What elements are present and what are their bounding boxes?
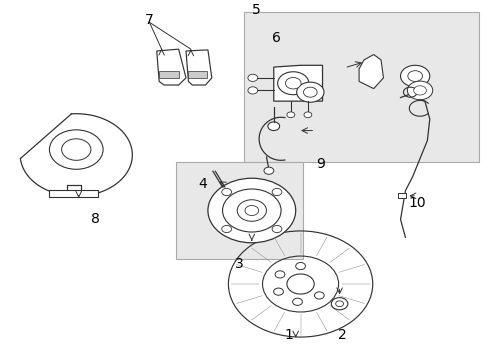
Polygon shape (273, 65, 322, 101)
Text: 4: 4 (198, 177, 207, 191)
Text: 6: 6 (271, 31, 280, 45)
Circle shape (277, 72, 308, 95)
Circle shape (400, 65, 429, 87)
Circle shape (222, 225, 231, 233)
Circle shape (207, 178, 295, 243)
Circle shape (247, 87, 257, 94)
Text: 1: 1 (284, 328, 292, 342)
Text: 9: 9 (315, 157, 324, 171)
Bar (244, 12, 478, 162)
Circle shape (407, 71, 422, 81)
Circle shape (271, 225, 281, 233)
Text: 2: 2 (337, 328, 346, 342)
Bar (188, 71, 206, 78)
Circle shape (273, 288, 283, 295)
Polygon shape (185, 50, 211, 85)
Text: 7: 7 (145, 13, 154, 27)
Circle shape (237, 200, 266, 221)
Circle shape (407, 81, 432, 100)
Circle shape (275, 271, 285, 278)
Polygon shape (358, 55, 383, 89)
Text: 3: 3 (235, 257, 244, 271)
Polygon shape (157, 49, 185, 85)
Circle shape (244, 206, 258, 216)
Text: 10: 10 (408, 196, 426, 210)
Circle shape (296, 82, 324, 102)
Circle shape (286, 274, 314, 294)
Circle shape (330, 298, 347, 310)
Circle shape (247, 74, 257, 81)
Circle shape (61, 139, 91, 160)
Circle shape (304, 112, 311, 118)
Circle shape (271, 188, 281, 195)
Circle shape (314, 292, 324, 299)
Bar (159, 71, 178, 78)
Circle shape (335, 301, 343, 307)
Circle shape (295, 262, 305, 270)
Circle shape (264, 167, 273, 174)
Circle shape (49, 130, 103, 169)
Circle shape (267, 122, 279, 131)
Circle shape (285, 77, 301, 89)
Circle shape (303, 87, 317, 97)
Circle shape (413, 86, 426, 95)
Bar (397, 193, 406, 198)
Text: 8: 8 (91, 212, 100, 226)
Circle shape (292, 298, 302, 305)
Bar (176, 162, 303, 259)
Polygon shape (49, 190, 98, 197)
Circle shape (286, 112, 294, 118)
Circle shape (222, 188, 231, 195)
Circle shape (222, 189, 281, 232)
Text: 5: 5 (252, 3, 261, 17)
